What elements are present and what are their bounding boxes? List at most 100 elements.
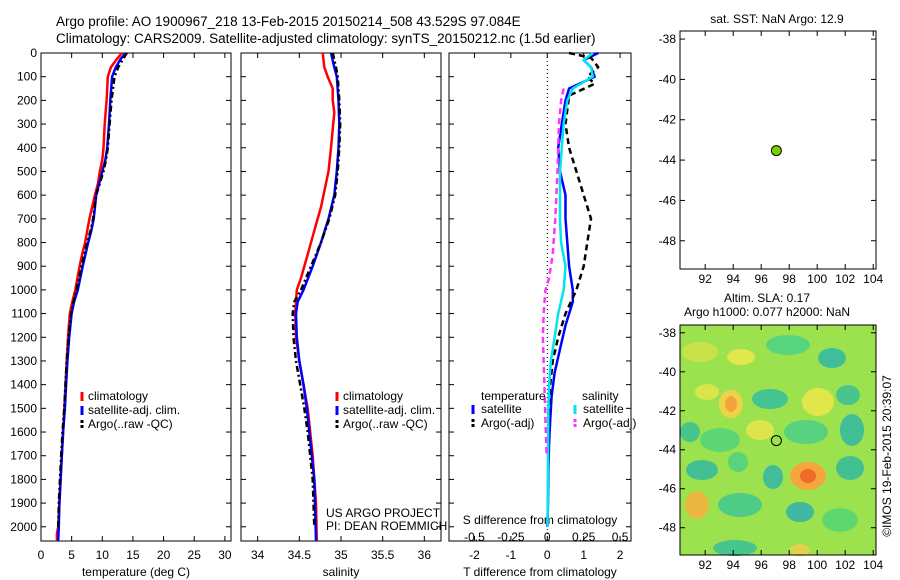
heatmap-blob [822,508,858,532]
heatmap-blob [786,502,814,522]
heatmap-blob [695,384,719,400]
map-y-tick-label: -38 [659,326,677,340]
heatmap-blob [766,335,810,355]
map-x-tick-label: 96 [755,558,769,572]
s-axis-label: S difference from climatology [463,513,618,527]
s-tick-label: 0.25 [572,530,596,544]
project-label: US ARGO PROJECT [326,506,441,520]
map-x-tick-label: 104 [863,272,883,286]
y-tick-label: 0 [30,46,37,60]
heatmap-field [680,325,876,556]
heatmap-blob [752,389,788,409]
float-position-marker [770,145,782,157]
y-tick-label: 200 [17,93,37,107]
map-x-tick-label: 94 [727,558,741,572]
y-tick-label: 1900 [10,496,37,510]
heatmap-blob [836,456,864,480]
y-tick-label: 1700 [10,449,37,463]
heatmap-blob [725,396,737,412]
series-line-difference-3 [541,88,565,456]
map-y-tick-label: -44 [659,443,677,457]
x-axis-label-temperature: temperature (deg C) [82,565,190,579]
plot-frame-difference [448,52,632,542]
y-tick-label: 300 [17,117,37,131]
map-y-tick-label: -46 [659,193,677,207]
map-y-tick-label: -40 [659,72,677,86]
map-y-tick-label: -40 [659,365,677,379]
legend-label: Argo(-adj) [583,416,636,430]
series-line-temperature-2 [56,52,128,527]
legend-label: satellite [481,402,522,416]
legend-title-salinity: salinity [582,389,619,403]
x-tick-label-salinity: 34.5 [288,548,312,562]
pi-label: PI: DEAN ROEMMICH [326,519,447,533]
map-x-tick-label: 92 [699,272,713,286]
heatmap-blob [784,420,828,444]
map-x-tick-label: 100 [807,558,827,572]
heatmap-blob [746,420,774,440]
x-tick-label-difference: 2 [617,548,624,562]
map-x-tick-label: 96 [755,272,769,286]
heatmap-blob [700,428,740,452]
y-tick-label: 1400 [10,378,37,392]
legend-label: satellite-adj. clim. [88,403,180,417]
x-tick-label-salinity: 35 [334,548,348,562]
y-tick-label: 800 [17,236,37,250]
heatmap-blob [818,348,846,368]
legend-label: climatology [88,389,148,403]
legend-label: climatology [343,389,403,403]
y-tick-label: 1500 [10,401,37,415]
x-tick-label-temperature: 15 [126,548,140,562]
y-tick-label: 700 [17,212,37,226]
heatmap-blob [713,540,757,556]
x-tick-label-salinity: 34 [251,548,265,562]
s-tick-label: 0.5 [612,530,629,544]
x-tick-label-temperature: 30 [218,548,232,562]
sla-map-title-line2: Argo h1000: 0.077 h2000: NaN [684,305,850,319]
x-tick-label-temperature: 10 [96,548,110,562]
x-tick-label-difference: 1 [580,548,587,562]
y-tick-label: 1300 [10,354,37,368]
heatmap-blob [800,469,816,483]
y-tick-label: 2000 [10,520,37,534]
map-frame-sst-map [679,30,877,270]
heatmap-blob [682,342,718,362]
x-tick-label-difference: -2 [469,548,480,562]
heatmap-blob [727,349,755,365]
map-y-tick-label: -46 [659,482,677,496]
s-tick-label: -0.25 [497,530,525,544]
map-y-tick-label: -44 [659,153,677,167]
y-tick-label: 400 [17,141,37,155]
heatmap-blob [728,452,748,472]
x-tick-label-salinity: 35.5 [371,548,395,562]
plot-title-line1: Argo profile: AO 1900967_218 13-Feb-2015… [56,14,521,29]
sla-map-title-line1: Altim. SLA: 0.17 [724,291,810,305]
map-x-tick-label: 102 [835,558,855,572]
y-tick-label: 900 [17,259,37,273]
y-tick-label: 100 [17,70,37,84]
series-line-salinity-2 [291,52,342,527]
x-tick-label-temperature: 25 [188,548,202,562]
legend-label: satellite-adj. clim. [343,403,435,417]
watermark: ©IMOS 19-Feb-2015 20:39:07 [880,375,894,537]
map-x-tick-label: 94 [727,272,741,286]
map-y-tick-label: -42 [659,113,677,127]
map-y-tick-label: -42 [659,404,677,418]
map-frame-sla-map [679,324,877,556]
x-axis-label-salinity: salinity [323,565,360,579]
heatmap-blob [686,460,718,480]
heatmap-blob [718,493,762,517]
series-line-difference-0 [546,51,599,527]
plot-frame-salinity [240,52,442,542]
series-line-temperature-1 [56,52,127,542]
x-tick-label-temperature: 5 [68,548,75,562]
map-y-tick-label: -38 [659,32,677,46]
y-tick-label: 1200 [10,330,37,344]
heatmap-blob [763,465,783,489]
float-position-marker [770,435,782,447]
y-tick-label: 1000 [10,283,37,297]
y-tick-label: 500 [17,164,37,178]
map-x-tick-label: 92 [699,558,713,572]
y-tick-label: 1600 [10,425,37,439]
